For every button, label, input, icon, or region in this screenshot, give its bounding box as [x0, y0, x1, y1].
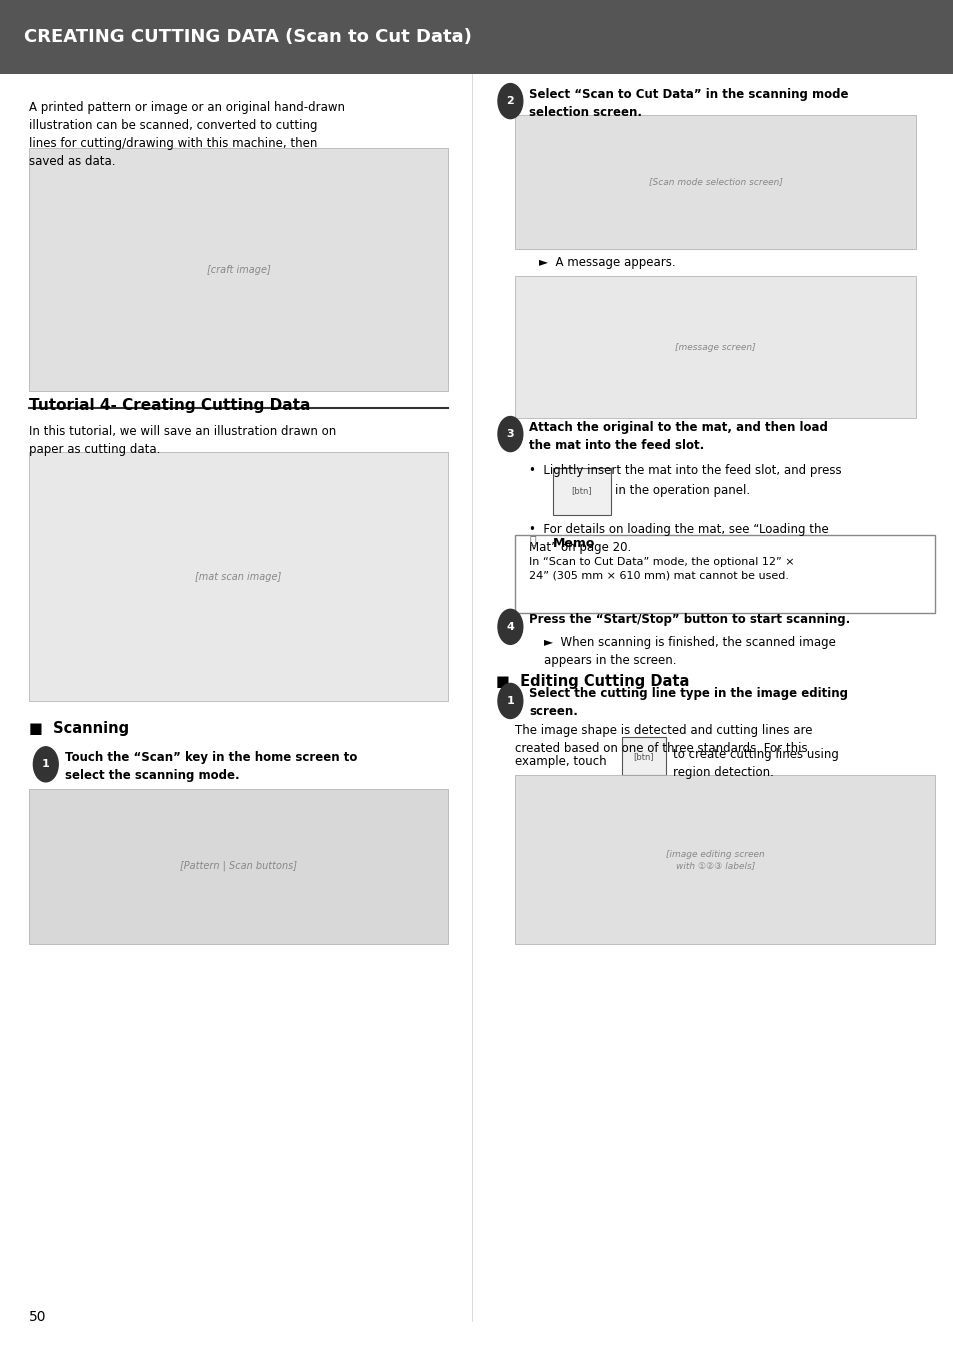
Text: in the operation panel.: in the operation panel. — [615, 484, 750, 497]
Text: 2: 2 — [506, 96, 514, 106]
Text: Touch the “Scan” key in the home screen to
select the scanning mode.: Touch the “Scan” key in the home screen … — [65, 751, 356, 782]
Text: [Scan mode selection screen]: [Scan mode selection screen] — [648, 178, 781, 186]
Circle shape — [497, 84, 522, 119]
FancyBboxPatch shape — [515, 276, 915, 418]
Text: ►  When scanning is finished, the scanned image
appears in the screen.: ► When scanning is finished, the scanned… — [543, 636, 835, 667]
Text: [message screen]: [message screen] — [675, 344, 755, 352]
Text: [image editing screen
with ①②③ labels]: [image editing screen with ①②③ labels] — [665, 851, 764, 869]
Text: Memo: Memo — [553, 537, 595, 550]
Text: Press the “Start/Stop” button to start scanning.: Press the “Start/Stop” button to start s… — [529, 613, 850, 627]
Text: [Pattern | Scan buttons]: [Pattern | Scan buttons] — [180, 860, 296, 871]
FancyBboxPatch shape — [515, 115, 915, 249]
Text: A printed pattern or image or an original hand-drawn
illustration can be scanned: A printed pattern or image or an origina… — [29, 101, 344, 168]
FancyBboxPatch shape — [0, 0, 953, 74]
FancyBboxPatch shape — [29, 148, 448, 391]
Text: Attach the original to the mat, and then load
the mat into the feed slot.: Attach the original to the mat, and then… — [529, 421, 827, 452]
Text: •  Lightly insert the mat into the feed slot, and press: • Lightly insert the mat into the feed s… — [529, 464, 841, 477]
FancyBboxPatch shape — [515, 535, 934, 613]
Text: 📝: 📝 — [529, 537, 536, 546]
Text: ■  Editing Cutting Data: ■ Editing Cutting Data — [496, 674, 689, 689]
Circle shape — [497, 609, 522, 644]
Text: 1: 1 — [506, 696, 514, 706]
Text: •  For details on loading the mat, see “Loading the
Mat” on page 20.: • For details on loading the mat, see “L… — [529, 523, 828, 554]
FancyBboxPatch shape — [29, 789, 448, 944]
FancyBboxPatch shape — [29, 452, 448, 701]
Text: Select “Scan to Cut Data” in the scanning mode
selection screen.: Select “Scan to Cut Data” in the scannin… — [529, 88, 848, 119]
Text: ■  Scanning: ■ Scanning — [29, 721, 129, 736]
FancyBboxPatch shape — [515, 775, 934, 944]
Text: Tutorial 4- Creating Cutting Data: Tutorial 4- Creating Cutting Data — [29, 398, 310, 412]
Text: 50: 50 — [29, 1310, 46, 1324]
Text: ►  A message appears.: ► A message appears. — [538, 256, 675, 270]
Text: example, touch: example, touch — [515, 755, 606, 768]
Circle shape — [497, 683, 522, 718]
FancyBboxPatch shape — [621, 737, 665, 775]
Text: CREATING CUTTING DATA (Scan to Cut Data): CREATING CUTTING DATA (Scan to Cut Data) — [24, 28, 471, 46]
Circle shape — [33, 747, 58, 782]
Circle shape — [497, 417, 522, 452]
Text: 3: 3 — [506, 429, 514, 439]
Text: to create cutting lines using
region detection.: to create cutting lines using region det… — [672, 748, 838, 779]
Text: In this tutorial, we will save an illustration drawn on
paper as cutting data.: In this tutorial, we will save an illust… — [29, 425, 335, 456]
Text: In “Scan to Cut Data” mode, the optional 12” ×
24” (305 mm × 610 mm) mat cannot : In “Scan to Cut Data” mode, the optional… — [529, 557, 794, 581]
Text: [craft image]: [craft image] — [207, 264, 270, 275]
Text: The image shape is detected and cutting lines are
created based on one of three : The image shape is detected and cutting … — [515, 724, 812, 755]
Text: [btn]: [btn] — [571, 487, 592, 495]
Text: [mat scan image]: [mat scan image] — [195, 572, 281, 582]
Text: Select the cutting line type in the image editing
screen.: Select the cutting line type in the imag… — [529, 687, 847, 718]
Text: [btn]: [btn] — [633, 752, 654, 760]
Text: 1: 1 — [42, 759, 50, 770]
Text: 4: 4 — [506, 621, 514, 632]
FancyBboxPatch shape — [553, 468, 610, 515]
